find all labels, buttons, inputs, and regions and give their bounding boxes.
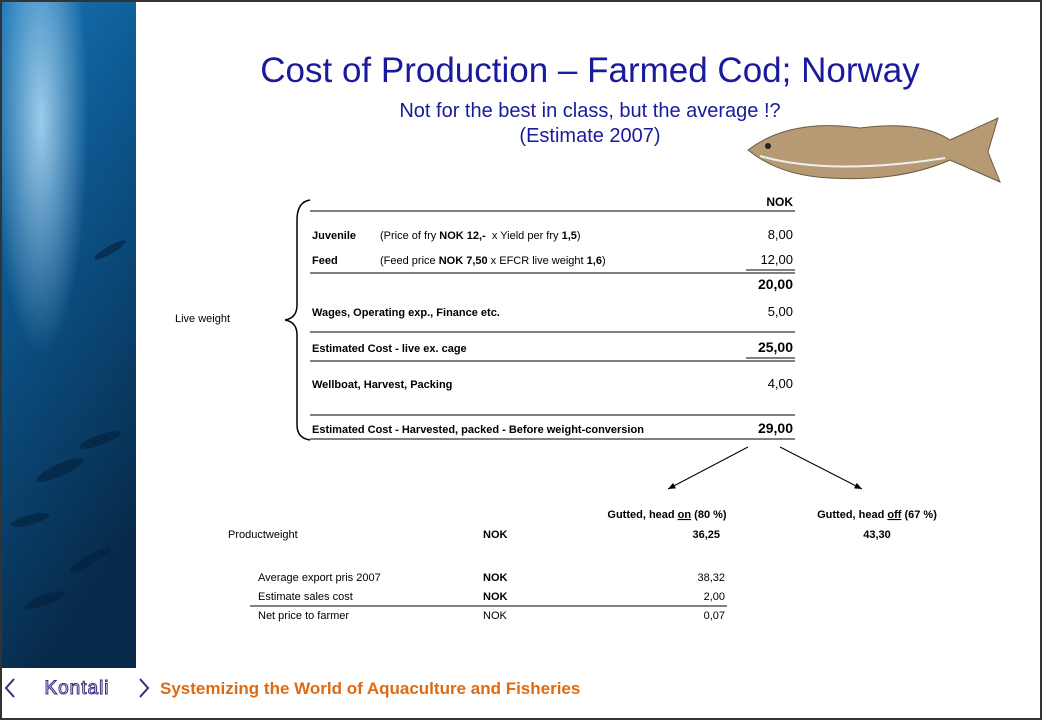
row-detail: (Price of fry NOK 12,- x Yield per fry 1… bbox=[380, 230, 581, 242]
productweight-value: 36,25 bbox=[692, 529, 720, 541]
logo: Kontali bbox=[44, 678, 109, 699]
sea-light bbox=[0, 0, 136, 668]
tagline: Systemizing the World of Aquaculture and… bbox=[160, 679, 580, 698]
price-value: 0,07 bbox=[704, 610, 725, 622]
price-value: 2,00 bbox=[704, 591, 725, 603]
row-label: Wages, Operating exp., Finance etc. bbox=[312, 307, 500, 319]
row-value: 25,00 bbox=[758, 339, 793, 355]
row-label: Feed bbox=[312, 255, 338, 267]
arrow bbox=[779, 446, 863, 490]
detail-part: NOK 7,50 bbox=[439, 255, 488, 267]
row-label: Estimated Cost - live ex. cage bbox=[312, 343, 467, 355]
price-label: Net price to farmer bbox=[258, 610, 349, 622]
heading-part: (67 %) bbox=[901, 509, 937, 521]
arrow-head bbox=[854, 482, 862, 489]
price-unit: NOK bbox=[483, 572, 508, 584]
row-value: 12,00 bbox=[760, 252, 793, 267]
productweight-value: 43,30 bbox=[863, 529, 891, 541]
row-label: Wellboat, Harvest, Packing bbox=[312, 379, 452, 391]
fish-shadows bbox=[10, 240, 126, 609]
detail-part: ) bbox=[602, 255, 606, 267]
heading-part: Gutted, head bbox=[607, 509, 677, 521]
arrow-head bbox=[668, 482, 676, 489]
price-label: Average export pris 2007 bbox=[258, 572, 381, 584]
table-header: NOK bbox=[766, 195, 793, 209]
row-detail: (Feed price NOK 7,50 x EFCR live weight … bbox=[380, 255, 606, 267]
price-unit: NOK bbox=[483, 610, 508, 622]
productweight-unit: NOK bbox=[483, 529, 508, 541]
heading-part: on bbox=[678, 509, 692, 521]
detail-part: 1,6 bbox=[587, 255, 602, 267]
detail-part: NOK 12,- bbox=[439, 230, 486, 242]
arrow bbox=[667, 446, 749, 490]
title: Cost of Production – Farmed Cod; Norway bbox=[260, 51, 920, 90]
price-value: 38,32 bbox=[697, 572, 725, 584]
detail-part: x Yield per fry bbox=[486, 230, 562, 242]
detail-part: (Feed price bbox=[380, 255, 439, 267]
price-unit: NOK bbox=[483, 591, 508, 603]
logo-brackets bbox=[4, 678, 150, 698]
detail-part: 1,5 bbox=[562, 230, 577, 242]
detail-part: x EFCR live weight bbox=[488, 255, 587, 267]
price-label: Estimate sales cost bbox=[258, 591, 353, 603]
row-value: 4,00 bbox=[768, 376, 793, 391]
cod-illustration bbox=[747, 117, 1001, 183]
row-label: Juvenile bbox=[312, 230, 356, 242]
row-value: 5,00 bbox=[768, 304, 793, 319]
detail-part: (Price of fry bbox=[380, 230, 439, 242]
row-value: 20,00 bbox=[758, 276, 793, 292]
row-value: 29,00 bbox=[758, 420, 793, 436]
subtitle: Not for the best in class, but the avera… bbox=[399, 100, 780, 122]
side-label: Live weight bbox=[175, 313, 230, 325]
brace bbox=[284, 199, 311, 441]
row-value: 8,00 bbox=[768, 227, 793, 242]
heading-part: (80 %) bbox=[691, 509, 727, 521]
heading-part: Gutted, head bbox=[817, 509, 887, 521]
subtitle: (Estimate 2007) bbox=[519, 125, 660, 147]
heading-part: off bbox=[887, 509, 901, 521]
row-label: Estimated Cost - Harvested, packed - Bef… bbox=[312, 424, 644, 436]
detail-part: ) bbox=[577, 230, 581, 242]
productweight-label: Productweight bbox=[228, 529, 298, 541]
product-heading: Gutted, head off (67 %) bbox=[817, 509, 937, 521]
product-heading: Gutted, head on (80 %) bbox=[607, 509, 727, 521]
